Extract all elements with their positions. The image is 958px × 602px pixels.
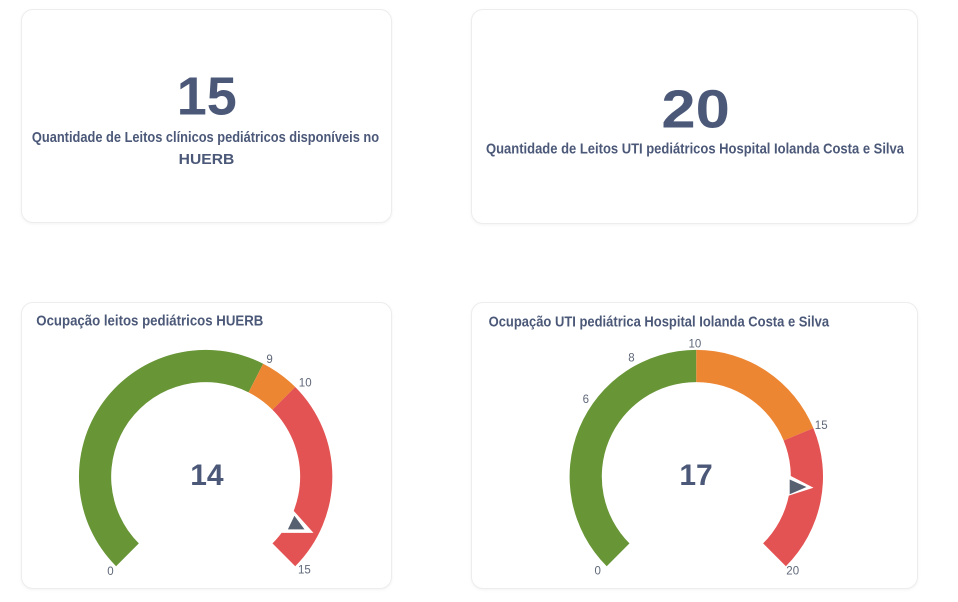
svg-text:9: 9 xyxy=(266,354,272,366)
svg-text:Ocupação leitos pediátricos HU: Ocupação leitos pediátricos HUERB xyxy=(36,313,263,330)
svg-text:14: 14 xyxy=(190,459,224,492)
svg-text:17: 17 xyxy=(679,459,712,492)
svg-text:8: 8 xyxy=(628,353,634,365)
svg-text:Quantidade de Leitos UTI pediá: Quantidade de Leitos UTI pediátricos Hos… xyxy=(486,140,905,157)
svg-text:10: 10 xyxy=(299,378,312,390)
svg-text:15: 15 xyxy=(815,420,828,432)
svg-text:20: 20 xyxy=(786,566,799,578)
svg-text:Ocupação UTI pediátrica Hospit: Ocupação UTI pediátrica Hospital Iolanda… xyxy=(489,313,830,330)
svg-text:Quantidade de Leitos clínicos: Quantidade de Leitos clínicos pediátrico… xyxy=(32,129,379,146)
svg-text:20: 20 xyxy=(661,80,730,140)
svg-text:6: 6 xyxy=(583,394,589,406)
svg-text:HUERB: HUERB xyxy=(179,151,235,168)
svg-text:10: 10 xyxy=(689,339,702,351)
svg-text:15: 15 xyxy=(177,67,237,127)
svg-text:15: 15 xyxy=(298,564,311,576)
svg-text:0: 0 xyxy=(594,566,600,578)
svg-text:0: 0 xyxy=(107,566,113,578)
